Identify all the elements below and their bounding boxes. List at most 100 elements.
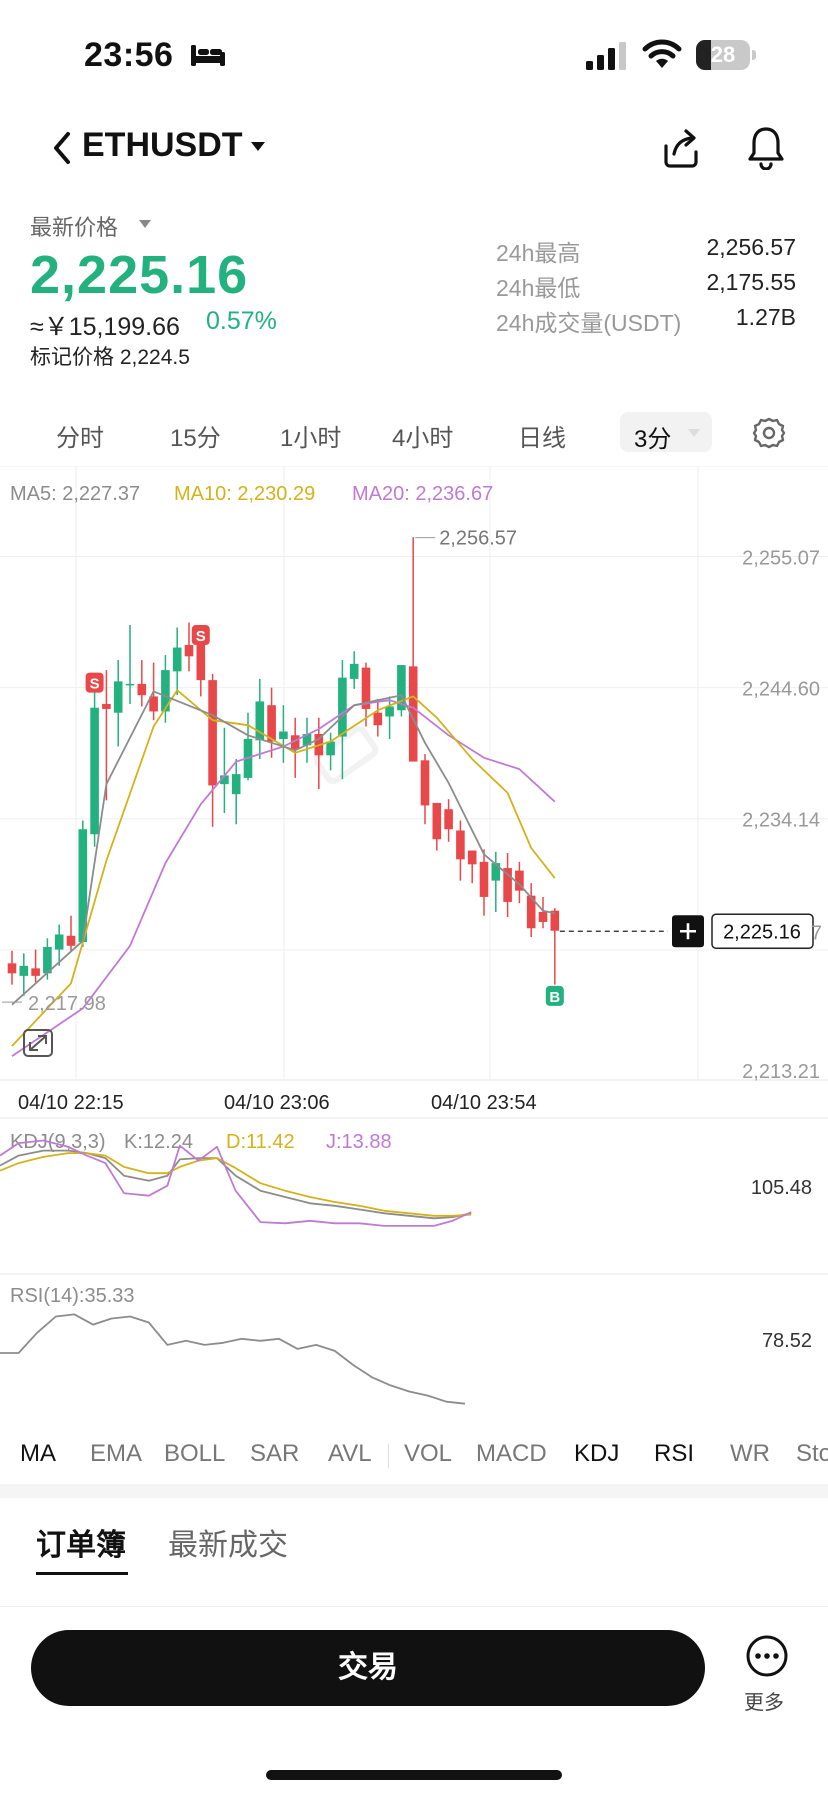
candle-body [196, 641, 206, 681]
last-price-tag-label: 2,225.16 [723, 921, 801, 943]
expand-icon[interactable] [23, 1029, 53, 1057]
trade-marker-label: S [90, 676, 100, 693]
candle-body [361, 667, 371, 709]
tab-1d[interactable]: 日线 [518, 425, 566, 452]
candle-body [456, 830, 465, 860]
tab-1h[interactable]: 1小时 [280, 425, 342, 452]
tab-4h[interactable]: 4小时 [392, 425, 454, 452]
candle-body [66, 935, 76, 946]
max-price-label: 2,256.57 [439, 528, 517, 550]
caret-down-icon[interactable] [138, 219, 152, 229]
candle-body [290, 735, 300, 750]
stat-label: 24h成交量(USDT) [496, 310, 682, 336]
more-label: 更多 [744, 1692, 784, 1714]
candle-body [397, 665, 406, 711]
trade-marker-s [85, 672, 104, 693]
ma-legend-3: MA20: 2,236.67 [352, 483, 493, 505]
kdj-line-d [0, 1152, 472, 1217]
battery-level: 28 [710, 42, 736, 67]
candle-body [373, 712, 383, 726]
bell-icon[interactable] [746, 124, 786, 170]
expand-icon-arrows [29, 1035, 47, 1051]
candle-body [255, 701, 265, 741]
wifi-icon [642, 39, 682, 68]
trade-button[interactable]: 交易 [31, 1630, 705, 1706]
ticker-stats: 24h最高 2,256.57 24h最低 2,175.55 24h成交量(USD… [496, 234, 796, 339]
indicator-tab-avl[interactable]: AVL [328, 1440, 372, 1467]
tab-latest-trades[interactable]: 最新成交 [168, 1529, 288, 1562]
tab-15m[interactable]: 15分 [170, 425, 221, 452]
candle-body [538, 911, 548, 922]
tab-3m-selected[interactable]: 3分 [620, 412, 712, 453]
section-divider [0, 1484, 828, 1498]
indicator-tab-macd[interactable]: MACD [476, 1440, 547, 1467]
indicator-tab-kdj[interactable]: KDJ [574, 1440, 620, 1467]
cny-price: ≈￥15,199.66 [30, 313, 180, 341]
stat-label: 24h最低 [496, 275, 581, 301]
candle-body [467, 850, 477, 865]
rsi-legend: RSI(14):35.33 [10, 1285, 135, 1307]
indicator-tab-boll[interactable]: BOLL [164, 1440, 226, 1467]
kdj-legend-3: J:13.88 [326, 1131, 392, 1153]
x-axis-tick: 04/10 23:06 [224, 1092, 330, 1114]
stat-value: 2,256.57 [706, 234, 796, 260]
indicator-tab-ma[interactable]: MA [20, 1440, 56, 1467]
indicator-tab-sar[interactable]: SAR [250, 1440, 300, 1467]
candle-body [125, 683, 135, 686]
indicator-tab-ema[interactable]: EMA [90, 1440, 143, 1467]
candle-body [444, 809, 453, 830]
price-type-label[interactable]: 最新价格 [30, 215, 119, 240]
candle-body [7, 963, 17, 974]
last-price-tag [711, 913, 814, 950]
candle-body [432, 802, 442, 840]
x-axis-tick: 04/10 23:54 [431, 1092, 537, 1114]
symbol-selector[interactable]: ETHUSDT [82, 126, 243, 164]
kdj-legend-0: KDJ(9,3,3) [10, 1131, 106, 1153]
min-price-label: 2,217.98 [28, 993, 106, 1015]
y-axis-tick-clipped: 7 [811, 922, 822, 944]
y-axis-tick: 2,213.21 [742, 1061, 820, 1083]
candle-body [385, 706, 394, 717]
candle-body [338, 677, 347, 737]
candle-body [231, 774, 241, 795]
candle-body [31, 968, 40, 976]
candle-body [161, 670, 170, 712]
candle-body [515, 870, 524, 891]
bed-icon [191, 45, 225, 66]
chart-area[interactable]: 2,255.07 2,244.60 2,234.14 2,213.21 MA5: 2,2… [0, 466, 828, 1426]
candle-body [526, 895, 536, 929]
share-icon[interactable] [660, 126, 702, 170]
tab-order-book[interactable]: 订单簿 [36, 1529, 126, 1562]
price-chart[interactable]: 2,255.07 2,244.60 2,234.14 2,213.21 MA5: 2,2… [0, 466, 828, 1426]
status-time: 23:56 [84, 36, 174, 74]
ma20-line [11, 699, 556, 1057]
more-button[interactable]: 更多 [738, 1630, 796, 1720]
indicator-tab-stochrsi[interactable]: StochRSI [796, 1440, 828, 1467]
trade-marker-s [191, 625, 210, 646]
battery-icon: 28 [696, 40, 756, 70]
ma-legend-2: MA10: 2,230.29 [174, 483, 315, 505]
kdj-line-j [0, 1139, 472, 1227]
tab-time-sharing[interactable]: 分时 [56, 425, 104, 452]
candle-body [302, 734, 312, 746]
caret-down-icon[interactable] [250, 140, 266, 152]
candle-body [149, 696, 158, 712]
indicator-tab-vol[interactable]: VOL [404, 1440, 453, 1467]
back-icon[interactable] [50, 128, 74, 168]
kdj-line-k [0, 1149, 472, 1220]
indicator-tab-rsi[interactable]: RSI [654, 1440, 695, 1467]
candle-body [19, 965, 29, 976]
candle-body [550, 910, 560, 931]
candle-body [408, 666, 418, 762]
gear-icon[interactable] [752, 416, 786, 450]
ma5-line [11, 690, 555, 1006]
x-axis-tick: 04/10 22:15 [18, 1092, 124, 1114]
indicator-tab-wr[interactable]: WR [730, 1440, 770, 1467]
candle-body [102, 703, 111, 709]
candle-body [349, 663, 359, 679]
candle-body [503, 868, 512, 902]
divider [388, 1444, 389, 1468]
candle-body [420, 760, 430, 806]
divider [0, 1606, 828, 1607]
last-price: 2,225.16 [30, 245, 249, 305]
